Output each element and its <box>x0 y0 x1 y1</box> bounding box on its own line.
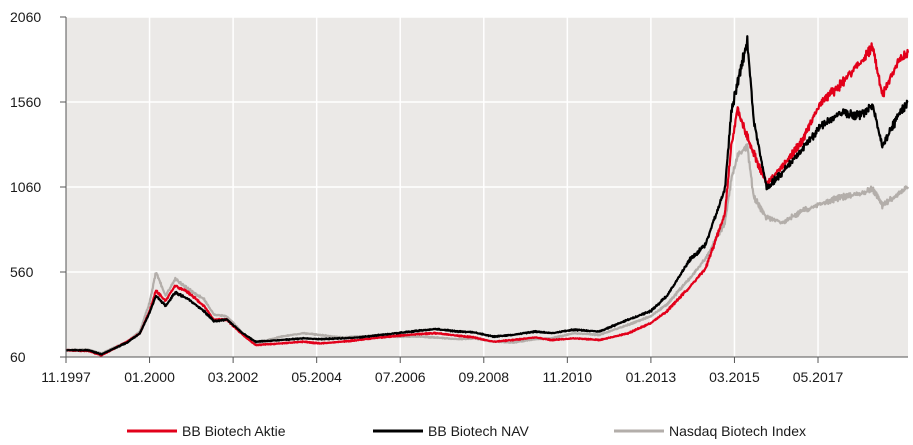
legend-label: Nasdaq Biotech Index <box>669 423 806 439</box>
x-tick-label: 05.2004 <box>291 369 342 385</box>
x-tick-label: 11.1997 <box>41 369 91 385</box>
axes: 11.1997 01.2000 03.2002 05.2004 07.2006 09.20… <box>10 9 908 385</box>
legend-label: BB Biotech Aktie <box>182 423 286 439</box>
series-line-bb-biotech-nav <box>65 35 909 356</box>
y-tick-label: 1060 <box>10 179 41 195</box>
y-tick-label: 560 <box>10 264 34 280</box>
grid <box>66 16 908 357</box>
x-tick-label: 03.2002 <box>208 369 259 385</box>
y-tick-label: 2060 <box>10 9 41 25</box>
y-tick-label: 60 <box>10 349 26 365</box>
x-tick-label: 01.2013 <box>626 369 677 385</box>
x-tick-label: 01.2000 <box>124 369 175 385</box>
legend: BB Biotech Aktie BB Biotech NAV Nasdaq Bio… <box>127 423 806 439</box>
legend-label: BB Biotech NAV <box>428 423 530 439</box>
x-tick-label: 05.2017 <box>793 369 844 385</box>
y-tick-label: 1560 <box>10 94 41 110</box>
x-tick-label: 03.2015 <box>709 369 760 385</box>
x-tick-label: 11.2010 <box>543 369 593 385</box>
series-lines <box>65 35 910 357</box>
x-tick-label: 09.2008 <box>458 369 509 385</box>
x-tick-label: 07.2006 <box>375 369 426 385</box>
